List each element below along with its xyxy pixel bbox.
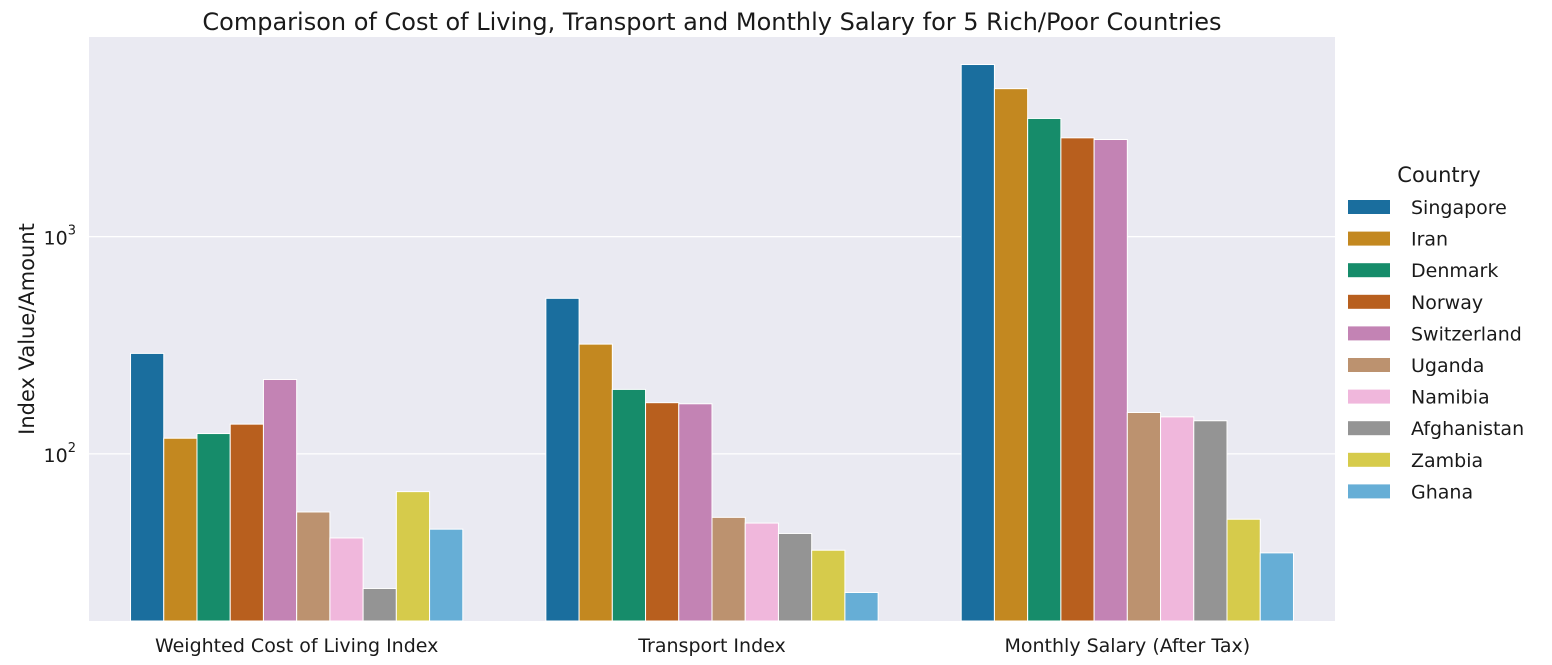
x-tick-label: Weighted Cost of Living Index xyxy=(155,635,438,657)
legend-swatch xyxy=(1348,484,1390,499)
bar-namibia xyxy=(329,537,364,622)
bar-denmark xyxy=(196,433,231,622)
bar-uganda xyxy=(711,516,746,622)
bar-iran xyxy=(993,88,1029,622)
legend-swatch xyxy=(1348,263,1390,278)
bar-ghana xyxy=(844,591,879,622)
legend: Country Singapore Iran Denmark Norway Switze… xyxy=(1348,163,1524,503)
bar-singapore xyxy=(130,352,165,622)
y-axis-label: Index Value/Amount xyxy=(15,223,39,435)
bar-norway xyxy=(1060,137,1095,622)
bar-uganda xyxy=(1126,412,1162,622)
legend-swatch xyxy=(1348,421,1390,436)
legend-swatch xyxy=(1348,200,1390,214)
bar-denmark xyxy=(1027,117,1062,622)
legend-label: Ghana xyxy=(1411,481,1473,503)
legend-swatch xyxy=(1348,326,1390,341)
x-tick-label: Monthly Salary (After Tax) xyxy=(1004,635,1250,657)
bar-afghanistan xyxy=(1193,420,1228,622)
y-tick-label: 103 xyxy=(44,224,76,250)
legend-label: Afghanistan xyxy=(1411,418,1524,440)
legend-swatch xyxy=(1348,294,1390,309)
bar-afghanistan xyxy=(362,587,397,622)
legend-label: Zambia xyxy=(1411,450,1483,472)
bar-denmark xyxy=(611,388,647,622)
bar-switzerland xyxy=(678,403,713,622)
bar-zambia xyxy=(811,549,846,622)
y-tick-label: 102 xyxy=(44,441,76,467)
bar-switzerland xyxy=(262,378,298,622)
legend-swatch xyxy=(1348,358,1390,372)
bar-switzerland xyxy=(1093,139,1128,622)
legend-label: Switzerland xyxy=(1411,323,1522,345)
legend-label: Iran xyxy=(1411,229,1448,251)
bar-namibia xyxy=(1160,416,1195,622)
bar-singapore xyxy=(545,297,580,622)
legend-label: Uganda xyxy=(1411,355,1484,377)
legend-swatch xyxy=(1348,231,1390,246)
y-axis-ticks: 102 103 xyxy=(44,224,76,467)
legend-label: Denmark xyxy=(1411,260,1498,282)
legend-label: Singapore xyxy=(1411,197,1507,219)
legend-label: Namibia xyxy=(1411,387,1490,409)
bar-ghana xyxy=(1259,552,1294,622)
bar-namibia xyxy=(744,522,779,622)
bar-singapore xyxy=(960,64,995,622)
bar-zambia xyxy=(395,491,431,622)
bar-iran xyxy=(163,437,198,622)
bar-iran xyxy=(578,343,613,622)
x-axis-ticks: Weighted Cost of Living Index Transport I… xyxy=(155,635,1250,657)
bar-uganda xyxy=(296,511,331,622)
legend-label: Norway xyxy=(1411,292,1483,314)
chart-title: Comparison of Cost of Living, Transport … xyxy=(202,8,1221,36)
legend-swatch xyxy=(1348,389,1390,404)
bar-ghana xyxy=(429,528,464,622)
bars xyxy=(130,64,1294,622)
bar-norway xyxy=(229,423,264,622)
bar-norway xyxy=(645,402,680,622)
x-tick-label: Transport Index xyxy=(637,635,786,657)
bar-zambia xyxy=(1226,518,1261,622)
legend-title: Country xyxy=(1397,163,1480,187)
bar-afghanistan xyxy=(777,532,813,622)
legend-swatch xyxy=(1348,452,1390,467)
